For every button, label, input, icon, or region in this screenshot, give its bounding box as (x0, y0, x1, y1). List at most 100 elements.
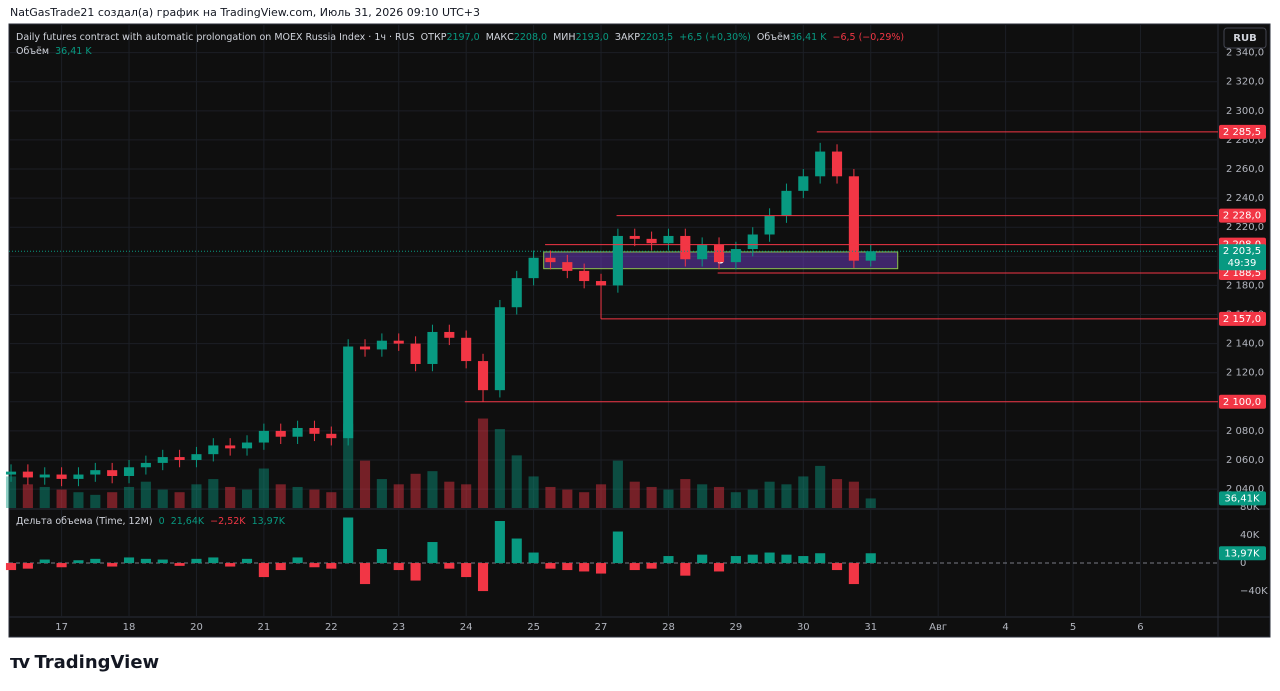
volume-bar (629, 481, 640, 508)
label: Объём (16, 46, 50, 57)
x-tick-label: Авг (929, 622, 947, 633)
candle-body (477, 361, 489, 391)
volume-label: 36,41K (1224, 493, 1260, 504)
candle-body (595, 281, 607, 286)
volume-bar (191, 484, 202, 508)
x-tick-label: 25 (527, 622, 540, 633)
volume-bar (410, 473, 421, 508)
delta-label: 13,97K (1224, 548, 1260, 559)
candle-body (747, 234, 758, 250)
delta-bar (444, 563, 455, 569)
candle-body (798, 176, 809, 191)
candle-body (528, 257, 539, 279)
volume-bar (697, 484, 708, 508)
delta-bar (241, 558, 253, 564)
x-tick-label: 20 (190, 622, 203, 633)
volume-bar (730, 492, 741, 508)
delta-bar (781, 554, 792, 564)
volume-bar (56, 489, 67, 508)
candle-body (713, 244, 725, 263)
value: −2,52K (210, 516, 246, 527)
x-tick-label: 18 (123, 622, 136, 633)
value: 2193,0 (575, 32, 609, 43)
candle-body (410, 343, 421, 364)
candle-body (157, 457, 168, 463)
candle-body (73, 474, 84, 479)
value: 2203,5 (639, 32, 674, 43)
x-tick-label: 4 (1002, 622, 1008, 633)
volume-bar (258, 468, 269, 508)
delta-bar (309, 563, 320, 568)
delta-tick-label: 0 (1240, 558, 1246, 569)
candle-body (292, 427, 303, 437)
candle-body (5, 471, 17, 475)
delta-bar (815, 553, 826, 564)
candle-body (865, 251, 876, 261)
label: Дельта объема (Time, 12M) (16, 516, 153, 527)
candle-body (225, 445, 236, 449)
x-tick-label: 27 (595, 622, 608, 633)
volume-bar (90, 494, 101, 508)
label: МАКС (485, 32, 514, 43)
volume-bar (359, 460, 371, 508)
delta-bar (528, 552, 539, 564)
candle-body (343, 346, 354, 439)
volume-bar (798, 476, 809, 508)
delta-bar (376, 549, 387, 564)
delta-bar (747, 554, 758, 564)
volume-bar (461, 484, 472, 508)
candle-body (123, 467, 135, 476)
volume-bar (427, 471, 438, 508)
y-tick-label: 2 320,0 (1226, 77, 1264, 88)
y-tick-label: 2 240,0 (1226, 193, 1264, 204)
volume-bar (764, 481, 775, 508)
candle-body (494, 307, 505, 391)
logo-icon: ᴛᴠ (10, 652, 30, 673)
currency-button[interactable] (1223, 27, 1267, 49)
x-tick-label: 23 (392, 622, 405, 633)
volume-bar (157, 489, 168, 508)
volume-bar (5, 476, 17, 508)
x-tick-label: 22 (325, 622, 338, 633)
candle-body (208, 445, 219, 455)
delta-bar (579, 563, 590, 572)
volume-bar (309, 489, 320, 508)
volume-bar (326, 492, 337, 508)
value: 21,64K (170, 516, 205, 527)
volume-bar (511, 455, 522, 508)
volume-bar (225, 486, 236, 508)
delta-bar (107, 563, 118, 567)
x-tick-label: 17 (55, 622, 68, 633)
y-tick-label: 2 180,0 (1226, 280, 1264, 291)
panel (8, 23, 1271, 638)
volume-bar (208, 479, 219, 508)
volume-bar (612, 460, 623, 508)
volume-bar (646, 486, 657, 508)
delta-bar (477, 563, 489, 592)
volume-bar (595, 484, 607, 508)
y-tick-label: 2 120,0 (1226, 368, 1264, 379)
delta-bar (157, 559, 168, 564)
delta-bar (5, 563, 17, 571)
candle-body (191, 454, 202, 460)
volume-bar (494, 429, 505, 508)
x-tick-label: 31 (864, 622, 877, 633)
volume-box (1219, 491, 1266, 506)
delta-bar (123, 557, 135, 564)
delta-bar (494, 521, 505, 564)
candle-body (107, 470, 118, 476)
delta-tick-label: −40K (1240, 586, 1268, 597)
candle-body (56, 474, 67, 479)
level-box (1219, 208, 1266, 223)
delta-bar (646, 563, 657, 569)
candle-body (275, 430, 286, 437)
volume-bar (107, 492, 118, 508)
volume-bar (562, 489, 573, 508)
candle-body (764, 215, 775, 235)
label: Объём (756, 32, 790, 43)
volume-bar (815, 465, 826, 508)
level-box (1219, 394, 1266, 409)
candle-body (848, 176, 859, 261)
delta-bar (393, 563, 404, 571)
level-box (1219, 311, 1266, 326)
